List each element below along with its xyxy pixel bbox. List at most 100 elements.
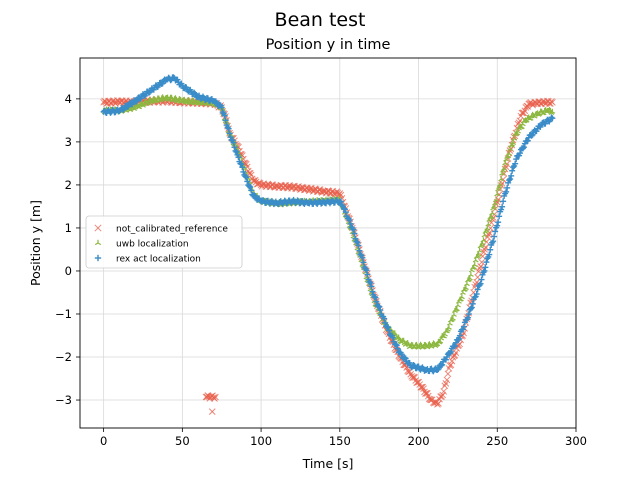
data-point [208, 408, 216, 416]
legend-label: rex act localization [116, 255, 201, 265]
legend-box [85, 215, 243, 269]
data-point [355, 242, 362, 249]
data-point [221, 112, 228, 119]
data-point [498, 206, 505, 213]
data-point [498, 176, 505, 182]
x-tick-label: 100 [250, 434, 272, 448]
data-point [243, 174, 250, 181]
data-point [506, 147, 514, 154]
data-point [233, 149, 240, 156]
legend-marker [94, 254, 102, 262]
figure-title: Bean test [275, 9, 366, 31]
data-point [246, 183, 253, 190]
data-point [487, 246, 494, 253]
data-point [366, 278, 373, 285]
data-point [226, 130, 233, 137]
data-point [510, 139, 517, 146]
x-tick-label: 300 [565, 434, 587, 448]
x-axis: 0 50 100 150 200 250 300 [100, 428, 587, 448]
data-point [240, 168, 247, 175]
data-point [454, 336, 461, 343]
data-point [468, 304, 475, 311]
data-point [513, 156, 520, 163]
data-point [450, 311, 457, 317]
legend-label: not_calibrated_reference [116, 225, 228, 235]
data-point [382, 319, 389, 326]
data-point [247, 183, 254, 190]
x-tick-label: 200 [408, 434, 430, 448]
data-point [506, 177, 513, 184]
data-point [498, 180, 506, 187]
data-point [482, 264, 489, 271]
data-point [506, 150, 513, 156]
data-point [464, 314, 471, 321]
data-point [547, 100, 554, 107]
data-point [218, 104, 225, 111]
data-point [443, 376, 451, 384]
data-point [473, 291, 480, 298]
data-point [490, 238, 497, 245]
chart-title: Position y in time [266, 37, 391, 53]
data-point [474, 286, 481, 293]
data-point [225, 125, 232, 132]
data-point [459, 294, 465, 300]
data-point [438, 362, 445, 369]
data-point [212, 393, 219, 401]
data-point [373, 298, 380, 305]
data-point [481, 267, 488, 274]
data-point [363, 267, 370, 274]
plot-frame [79, 57, 577, 429]
y-axis: −3 −2 −1 0 1 2 3 4 [55, 92, 80, 407]
data-point [478, 258, 486, 266]
data-point [489, 210, 496, 216]
x-tick-label: 0 [100, 434, 107, 448]
data-point [455, 335, 462, 342]
legend-marker [94, 224, 102, 232]
data-point [392, 341, 399, 348]
data-point [504, 184, 511, 191]
data-point [467, 271, 474, 277]
data-point [410, 362, 417, 369]
data-point [402, 355, 409, 362]
data-point [497, 181, 504, 187]
data-point [494, 222, 501, 229]
data-point [503, 188, 510, 195]
data-point [484, 233, 491, 241]
data-point [507, 176, 514, 183]
data-point [495, 219, 502, 226]
data-point [367, 280, 374, 287]
y-tick-label: −3 [55, 393, 72, 407]
data-point [499, 203, 506, 210]
y-tick-label: −2 [55, 350, 72, 364]
data-point [500, 198, 507, 205]
data-point [456, 332, 463, 339]
data-point [443, 354, 450, 361]
data-point [239, 164, 246, 171]
data-point [476, 247, 483, 253]
data-point [398, 351, 405, 358]
data-points [100, 74, 556, 416]
data-point [401, 354, 408, 361]
y-tick-label: 2 [65, 178, 72, 192]
data-point [444, 370, 452, 378]
data-point [369, 288, 376, 295]
data-point [445, 324, 452, 330]
data-point [509, 167, 516, 174]
data-point [385, 327, 392, 334]
legend-label: uwb localization [116, 240, 189, 250]
data-point [483, 259, 490, 266]
data-point [520, 144, 527, 151]
data-point [222, 117, 229, 124]
data-point [478, 276, 485, 283]
grid-lines [80, 58, 577, 428]
data-point [375, 303, 382, 310]
data-point [356, 247, 363, 254]
data-point [238, 161, 245, 168]
data-point [460, 323, 467, 330]
data-point [372, 294, 379, 301]
data-point [393, 342, 400, 349]
data-point [487, 224, 494, 232]
data-point [477, 280, 484, 287]
